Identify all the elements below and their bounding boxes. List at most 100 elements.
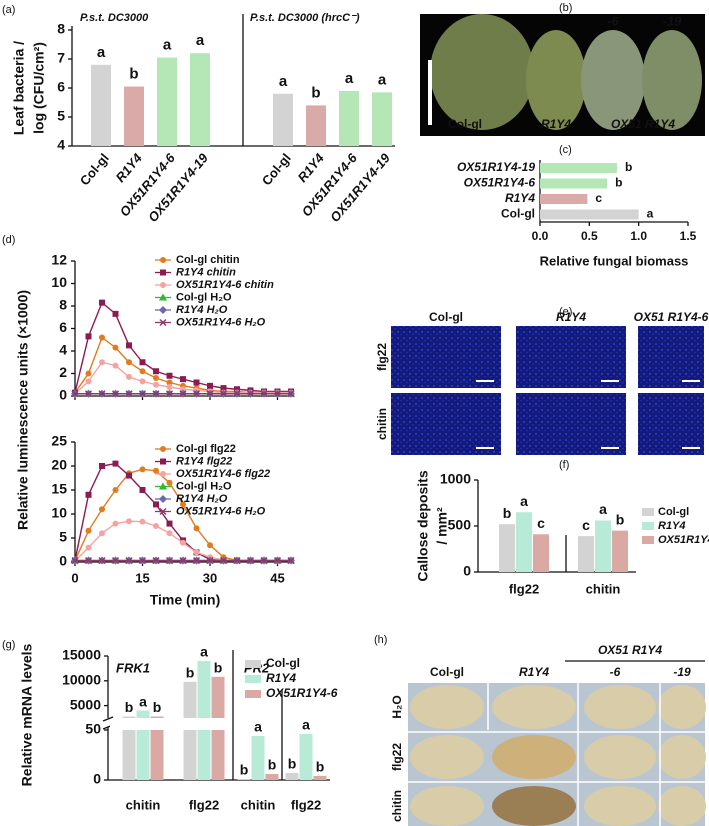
y-tick-label: 10 <box>51 274 67 290</box>
significance-letter: a <box>345 70 354 87</box>
significance-letter: a <box>599 501 607 517</box>
x-tick-label: 45 <box>270 570 284 585</box>
y-tick-label: 6 <box>57 79 65 95</box>
y-tick-label: 500 <box>448 517 472 533</box>
marker <box>207 382 213 389</box>
marker <box>287 557 295 565</box>
y-tick-label: 50 <box>85 721 101 737</box>
x-tick-label: R1Y4 <box>295 150 328 185</box>
significance-letter: a <box>97 44 106 61</box>
marker <box>180 376 186 383</box>
marker <box>126 342 132 349</box>
significance-letter: a <box>520 493 528 509</box>
x-tick-label: 1.0 <box>630 229 647 243</box>
significance-letter: b <box>186 664 195 680</box>
bar <box>197 660 211 718</box>
marker <box>153 375 159 381</box>
bar <box>578 536 594 572</box>
legend-label: OX51R1Y4-6 chitin <box>176 279 274 291</box>
marker <box>126 472 132 479</box>
leaf <box>581 30 645 130</box>
legend-label: R1Y4 H₂O <box>176 493 228 505</box>
marker <box>99 334 105 341</box>
significance-letter: b <box>503 505 512 521</box>
staining-grid <box>408 660 706 826</box>
bar <box>183 681 197 718</box>
significance-letter: b <box>240 762 249 778</box>
gene-label: FRK1 <box>116 660 150 675</box>
marker <box>99 359 105 366</box>
marker <box>85 333 92 340</box>
column-label: OX51 R1Y4-6 <box>634 310 709 324</box>
marker <box>112 460 119 467</box>
marker <box>112 362 119 369</box>
marker <box>126 518 132 525</box>
marker <box>206 390 214 398</box>
significance-letter: b <box>615 176 622 190</box>
marker <box>166 384 173 390</box>
marker <box>84 557 93 565</box>
x-tick-label: Col-gl <box>77 150 112 188</box>
bar <box>237 779 251 780</box>
significance-letter: b <box>316 759 325 775</box>
marker <box>112 520 119 527</box>
marker <box>139 466 146 473</box>
marker <box>85 527 92 534</box>
marker <box>98 557 106 565</box>
legend-label: R1Y4 <box>658 520 686 532</box>
marker <box>260 557 268 565</box>
x-tick-label: 0 <box>71 570 78 585</box>
marker <box>273 390 282 398</box>
marker <box>193 379 200 386</box>
marker <box>112 310 119 317</box>
marker <box>160 269 166 276</box>
panel-label: (g) <box>2 639 15 651</box>
legend-label: Col-gl H₂O <box>176 480 232 492</box>
y-tick-label: 8 <box>59 297 67 313</box>
significance-letter: a <box>647 207 654 221</box>
y-tick-label: 2 <box>59 364 67 380</box>
panel-label: (h) <box>374 634 387 646</box>
break-gap <box>110 719 332 727</box>
axis-title: Relative luminescence units (×1000) <box>15 290 31 530</box>
x-tick-label: 1.5 <box>680 229 697 243</box>
bar <box>372 92 392 146</box>
x-tick-label: chitin <box>126 797 161 812</box>
y-tick-label: 20 <box>51 457 67 473</box>
axis-break <box>102 716 114 722</box>
marker <box>180 386 186 393</box>
marker <box>246 557 255 565</box>
marker <box>160 471 166 477</box>
column-label: -6 <box>610 665 621 679</box>
y-tick-label: 4 <box>57 137 65 153</box>
legend-label: R1Y4 chitin <box>176 266 236 278</box>
x-tick-label: flg22 <box>509 581 539 596</box>
marker <box>159 507 167 516</box>
column-label: R1Y4 <box>556 310 586 324</box>
axis-title: Relative fungal biomass <box>540 253 689 268</box>
legend-swatch <box>642 508 654 516</box>
marker <box>260 390 268 398</box>
y-tick-label: 0 <box>463 563 471 579</box>
marker <box>192 390 201 398</box>
significance-letter: a <box>139 693 147 709</box>
marker <box>160 282 166 288</box>
row-label: flg22 <box>390 743 404 771</box>
marker <box>160 257 166 263</box>
y-tick-label: 12 <box>51 252 67 268</box>
significance-letter: b <box>153 699 162 715</box>
significance-letter: a <box>200 644 208 660</box>
x-tick-label: chitin <box>586 581 621 596</box>
marker <box>153 501 159 508</box>
x-tick-label: chitin <box>241 797 276 812</box>
column-label: -19 <box>673 665 691 679</box>
significance-letter: a <box>163 37 172 54</box>
marker <box>180 501 186 508</box>
marker <box>166 379 173 386</box>
legend-label: OX51R1Y4-6 <box>658 534 709 546</box>
marker <box>159 482 167 490</box>
image-label: Col-gl <box>448 117 482 131</box>
image-label: OX51 R1Y4 <box>611 117 675 131</box>
y-tick-label: 15 <box>51 481 67 497</box>
legend-label: Col-gl chitin <box>176 254 240 266</box>
